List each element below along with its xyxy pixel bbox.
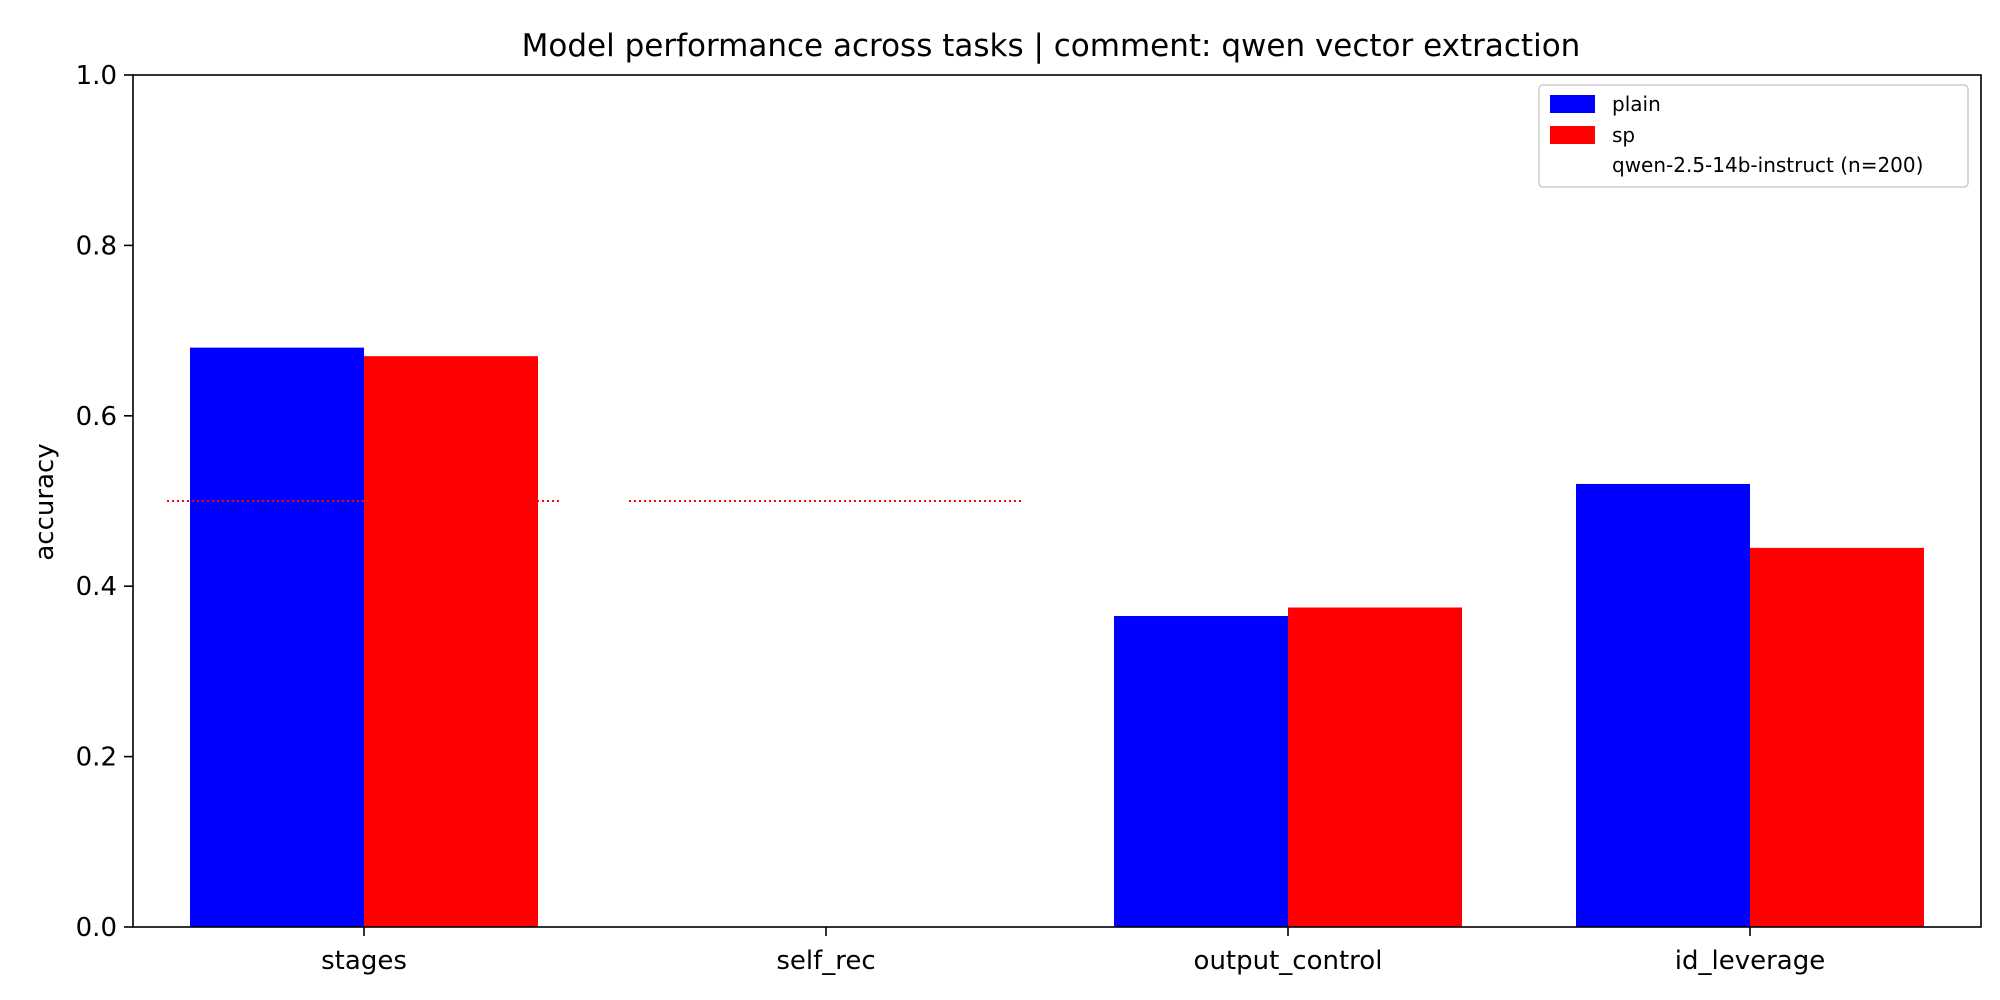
bar-sp-id_leverage xyxy=(1750,547,1924,927)
plot-area: 0.0 0.2 0.4 0.6 0.8 1.0 stages self_rec output_c… xyxy=(76,61,1982,976)
y-tick-label: 0.6 xyxy=(76,402,117,432)
x-tick-label: id_leverage xyxy=(1675,946,1825,976)
bar-sp-output_control xyxy=(1288,607,1462,927)
legend-label-sp: sp xyxy=(1612,123,1635,147)
y-axis-label: accuracy xyxy=(30,443,60,560)
y-tick-label: 0.2 xyxy=(76,743,117,773)
legend-frame xyxy=(1538,84,1969,188)
y-tick-label: 0.4 xyxy=(76,572,117,602)
legend: plain sp qwen-2.5-14b-instruct (n=200) xyxy=(1538,84,1969,188)
bar-sp-stages xyxy=(364,356,538,927)
axes-frame xyxy=(132,74,1982,928)
y-tick-label: 0.8 xyxy=(76,231,117,261)
y-tick-label: 0.0 xyxy=(76,913,117,943)
legend-swatch-sp xyxy=(1550,126,1595,144)
x-tick-label: output_control xyxy=(1194,946,1383,976)
y-tick-label: 1.0 xyxy=(76,61,117,91)
bar-plain-id_leverage xyxy=(1576,483,1750,927)
legend-swatch-plain xyxy=(1550,95,1595,113)
legend-label-plain: plain xyxy=(1612,92,1661,116)
x-tick-label: stages xyxy=(321,946,407,976)
bar-plain-output_control xyxy=(1114,616,1288,927)
x-tick-label: self_rec xyxy=(776,946,875,976)
bar-plain-stages xyxy=(190,347,364,927)
legend-label-model: qwen-2.5-14b-instruct (n=200) xyxy=(1612,153,1923,177)
chart-title: Model performance across tasks | comment… xyxy=(522,28,1581,64)
